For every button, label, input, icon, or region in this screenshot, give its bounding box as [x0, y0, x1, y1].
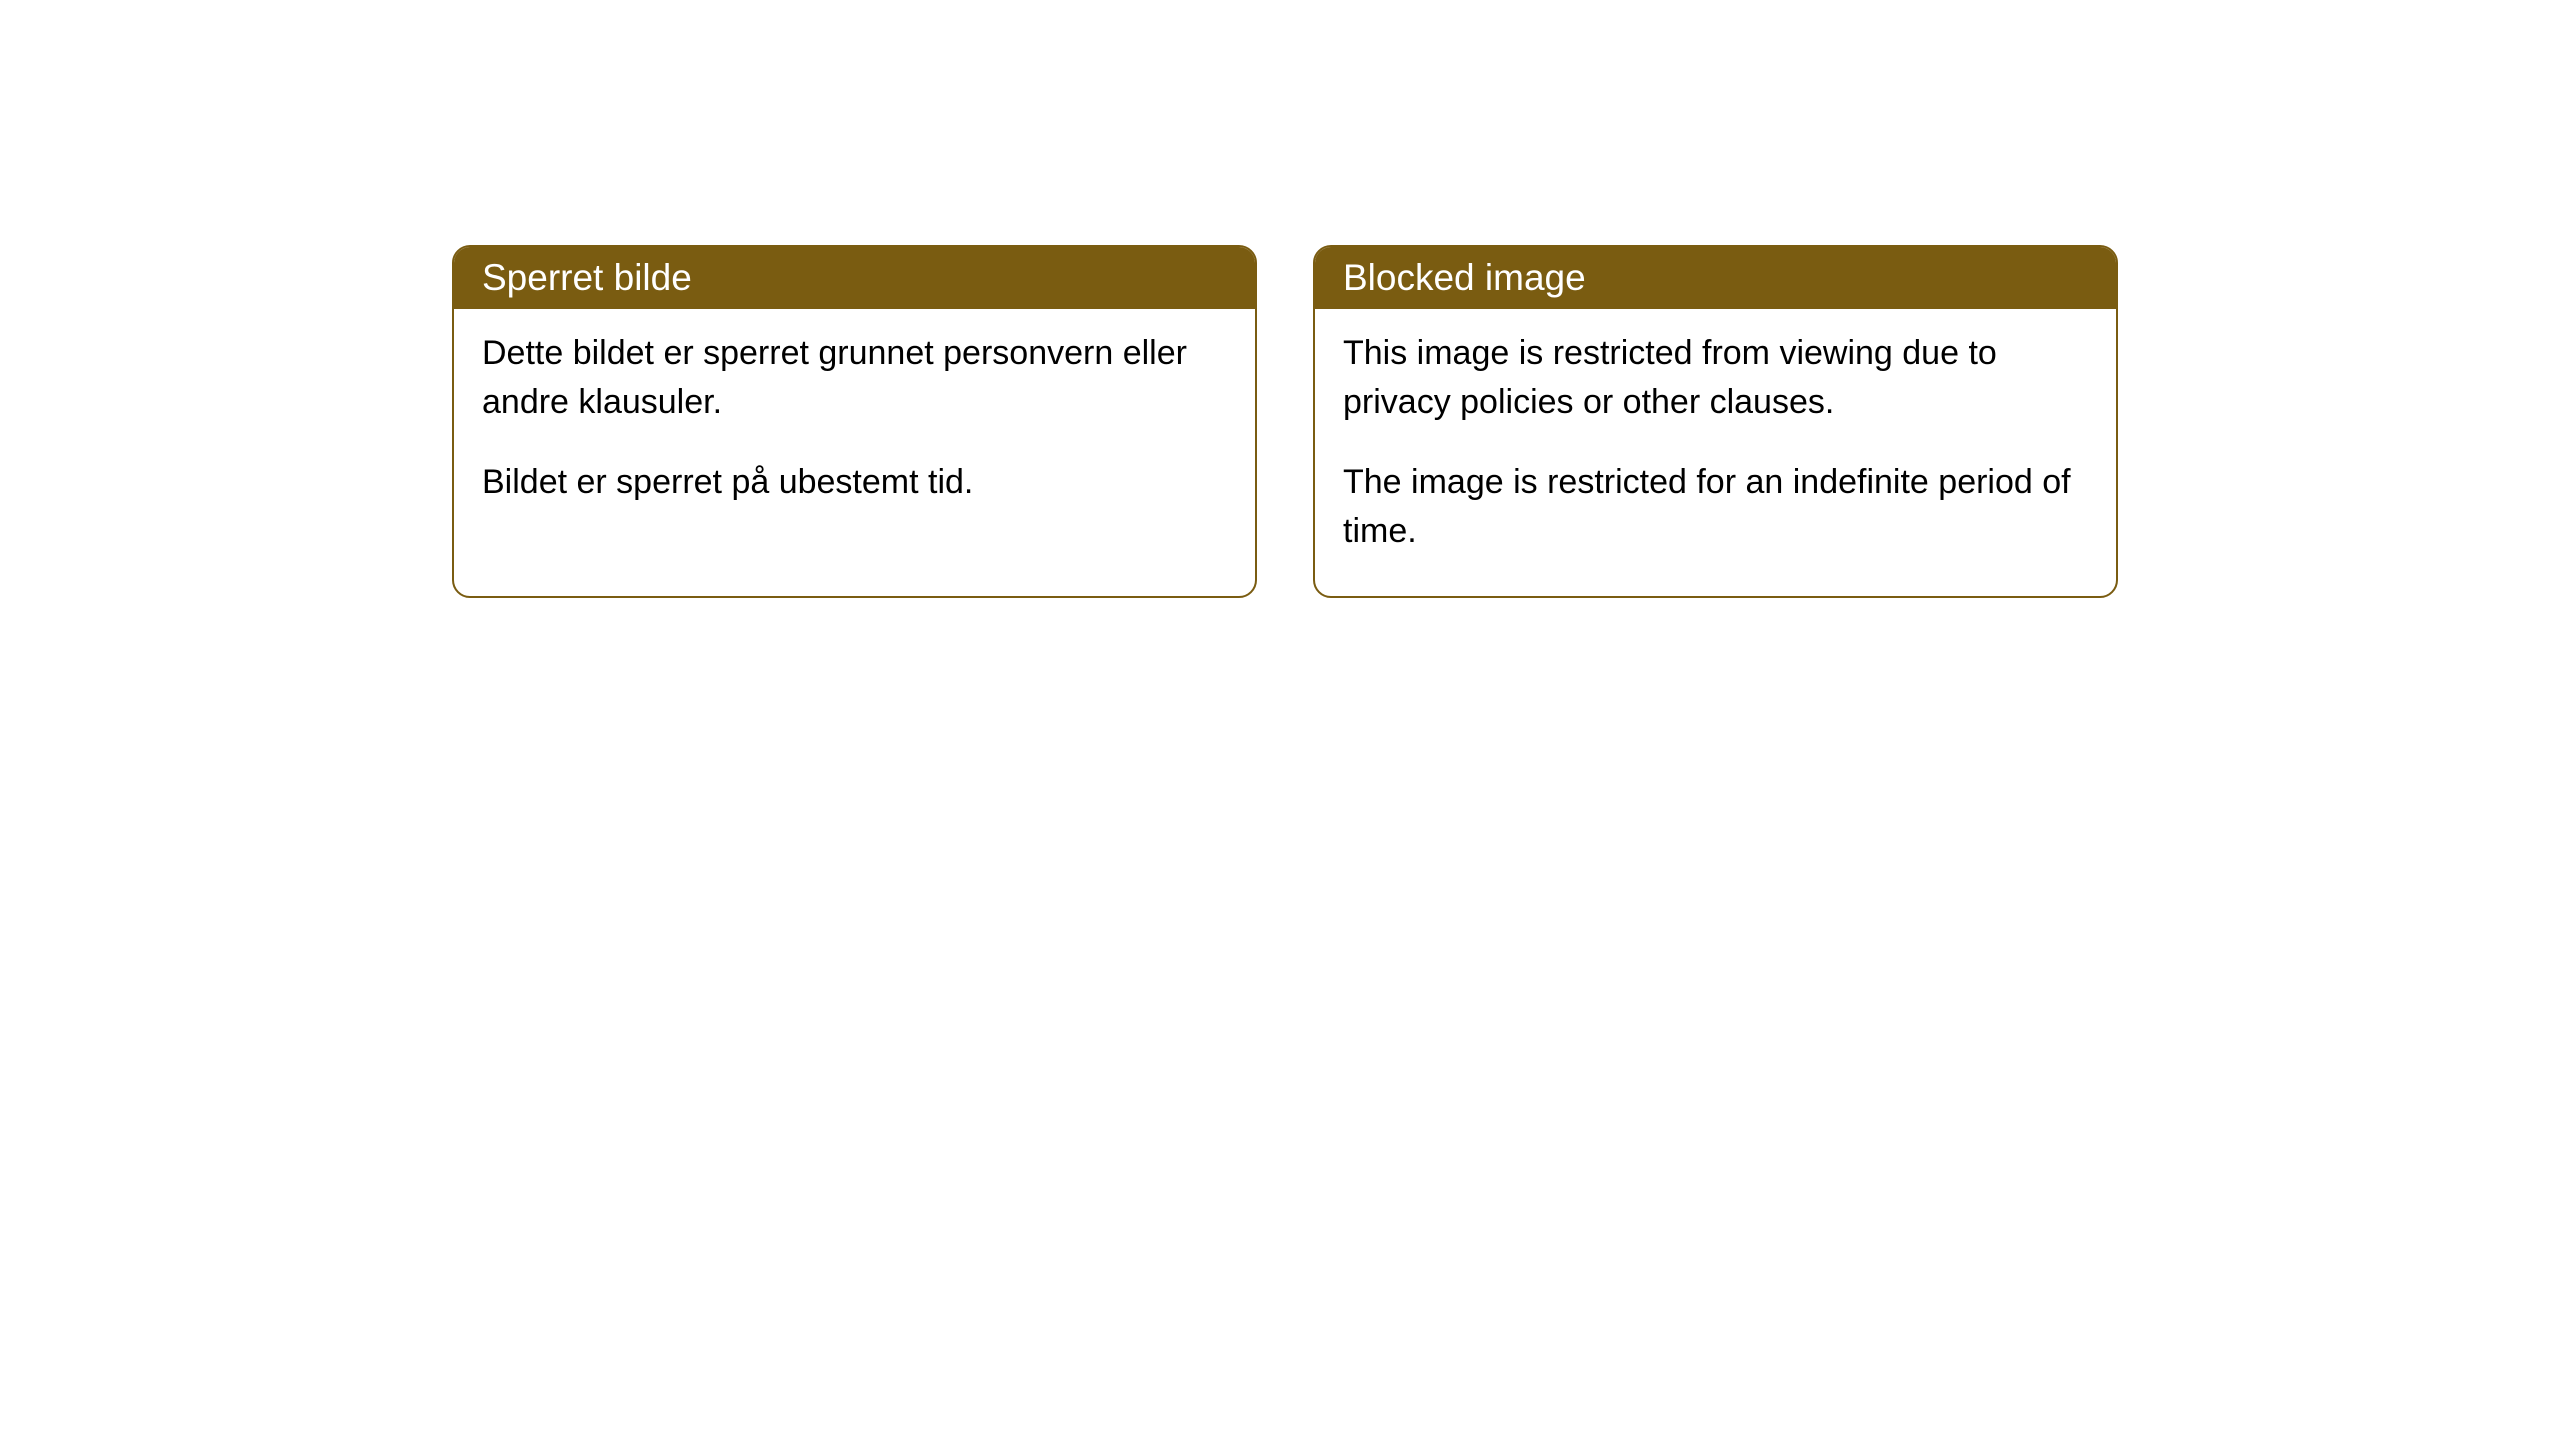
- card-para2-norwegian: Bildet er sperret på ubestemt tid.: [482, 458, 1227, 507]
- card-norwegian: Sperret bilde Dette bildet er sperret gr…: [452, 245, 1257, 598]
- card-english: Blocked image This image is restricted f…: [1313, 245, 2118, 598]
- card-para2-english: The image is restricted for an indefinit…: [1343, 458, 2088, 557]
- card-para1-norwegian: Dette bildet er sperret grunnet personve…: [482, 329, 1227, 428]
- card-header-english: Blocked image: [1315, 247, 2116, 309]
- cards-container: Sperret bilde Dette bildet er sperret gr…: [0, 0, 2560, 598]
- card-body-norwegian: Dette bildet er sperret grunnet personve…: [454, 309, 1255, 547]
- card-para1-english: This image is restricted from viewing du…: [1343, 329, 2088, 428]
- card-body-english: This image is restricted from viewing du…: [1315, 309, 2116, 596]
- card-header-norwegian: Sperret bilde: [454, 247, 1255, 309]
